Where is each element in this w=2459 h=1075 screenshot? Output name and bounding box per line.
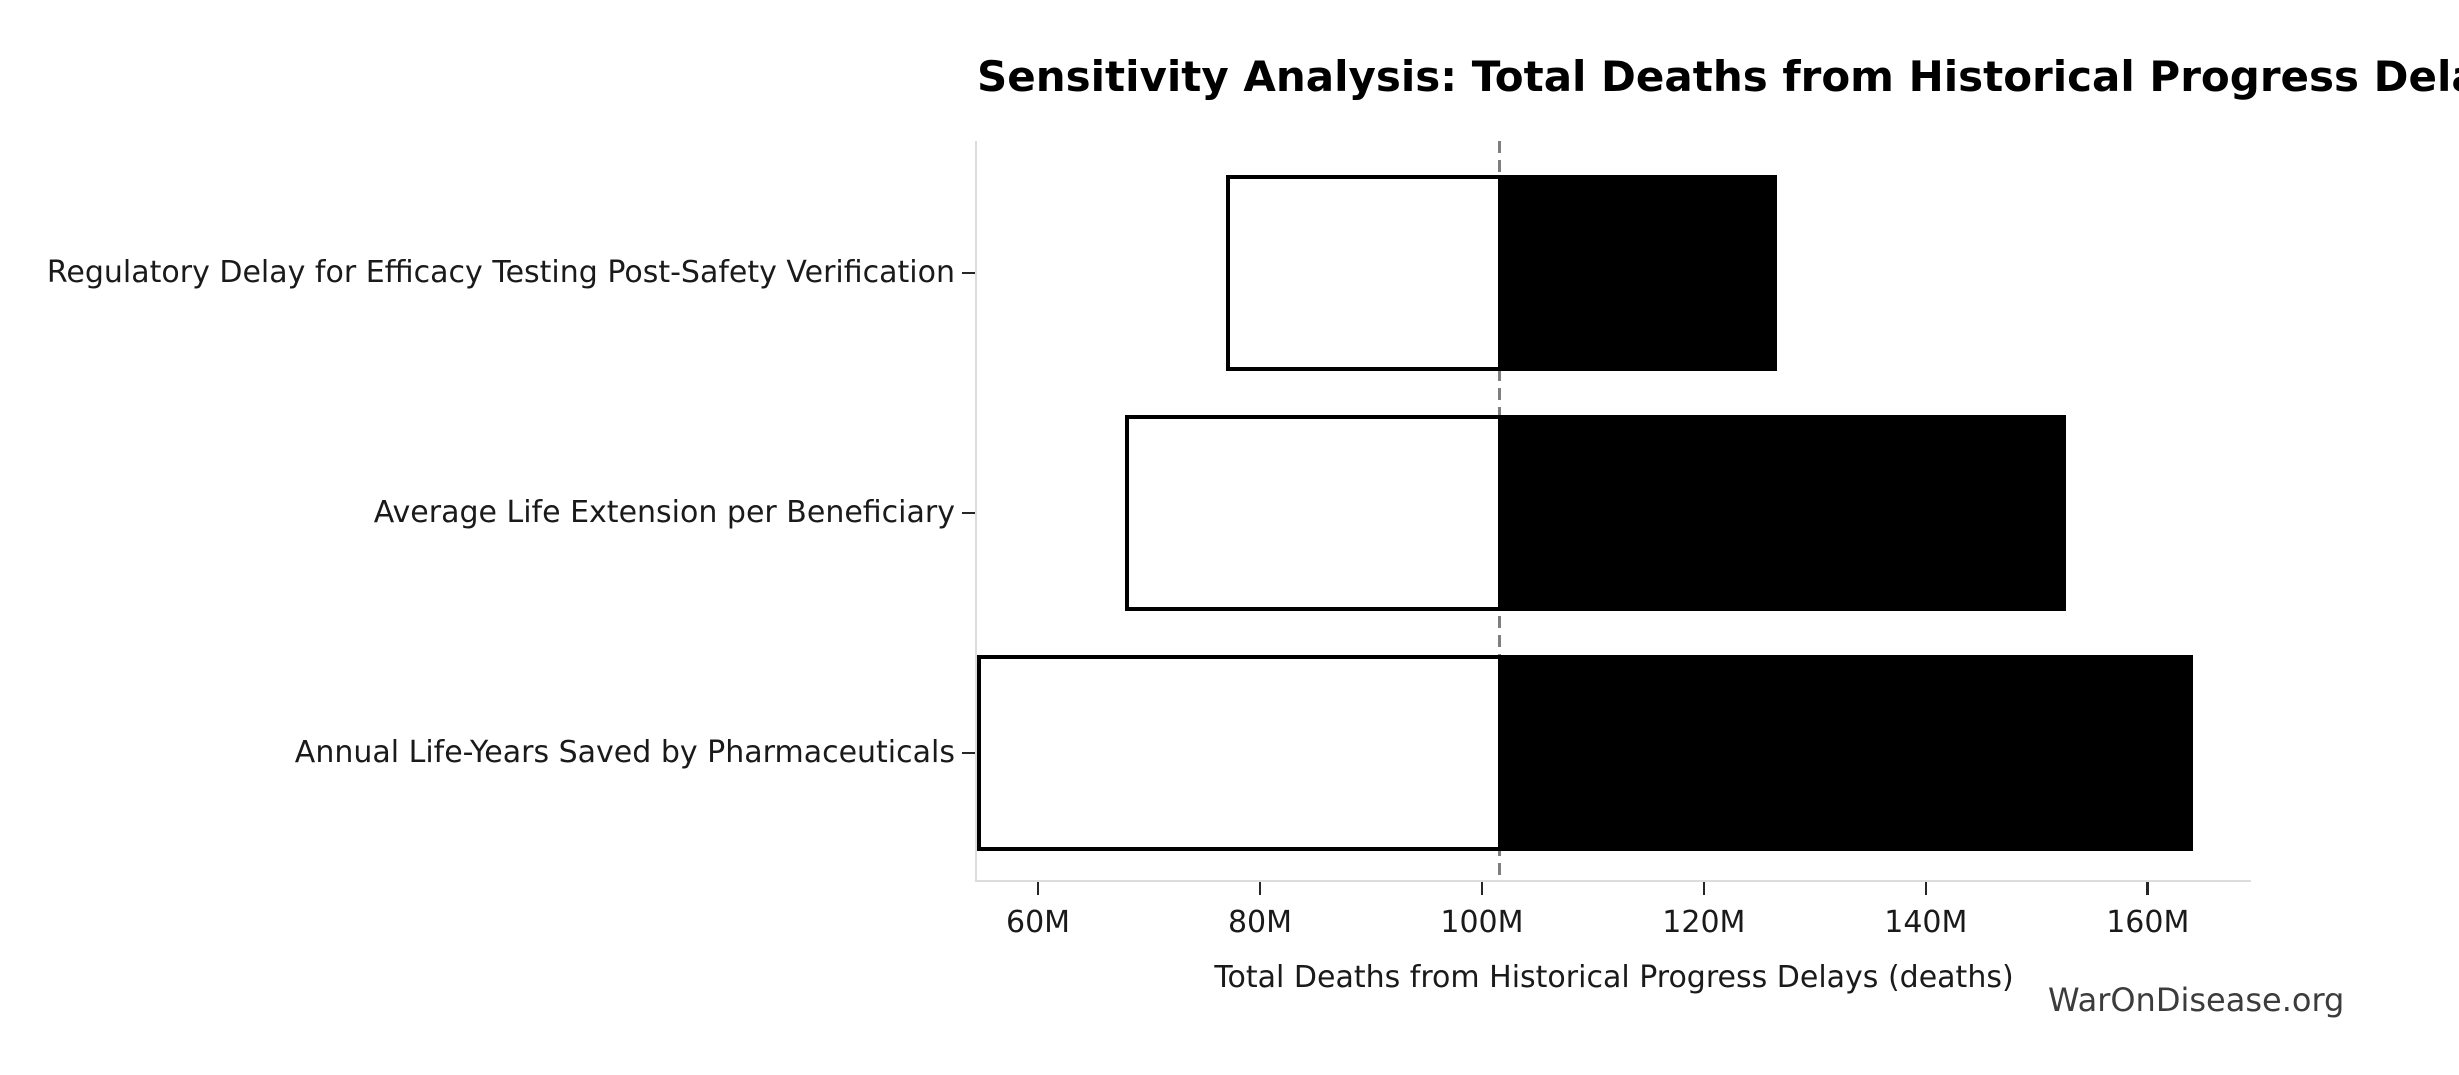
x-axis-spine [977, 880, 2251, 883]
tornado-bar-low-segment [1225, 175, 1502, 371]
tornado-bar-low-segment [977, 655, 1502, 851]
y-axis-label: Annual Life-Years Saved by Pharmaceutica… [294, 735, 955, 770]
y-tick-mark [962, 271, 975, 275]
x-tick-label: 60M [1006, 905, 1071, 940]
x-tick-label: 140M [1884, 905, 1968, 940]
x-tick-label: 100M [1440, 905, 1524, 940]
x-axis-title: Total Deaths from Historical Progress De… [1214, 960, 2014, 995]
y-axis-label: Regulatory Delay for Efficacy Testing Po… [46, 255, 955, 290]
chart-title: Sensitivity Analysis: Total Deaths from … [977, 52, 2459, 101]
x-tick-label: 80M [1227, 905, 1293, 940]
x-tick-label: 120M [1662, 905, 1746, 940]
x-tick-label: 160M [2106, 905, 2190, 940]
tornado-bar-high-segment [1499, 655, 2194, 851]
y-tick-mark [962, 511, 975, 515]
x-tick-mark [1036, 882, 1040, 895]
x-tick-mark [1258, 882, 1262, 895]
tornado-bar-low-segment [1124, 415, 1502, 611]
y-axis-spine [975, 141, 978, 882]
y-axis-label: Average Life Extension per Beneficiary [373, 495, 955, 530]
x-tick-mark [1924, 882, 1928, 895]
x-tick-mark [1480, 882, 1484, 895]
y-tick-mark [962, 751, 975, 755]
x-tick-mark [1702, 882, 1706, 895]
watermark-text: WarOnDisease.org [2048, 981, 2345, 1019]
x-tick-mark [2146, 882, 2150, 895]
tornado-bar-high-segment [1499, 175, 1778, 371]
tornado-bar-high-segment [1499, 415, 2066, 611]
